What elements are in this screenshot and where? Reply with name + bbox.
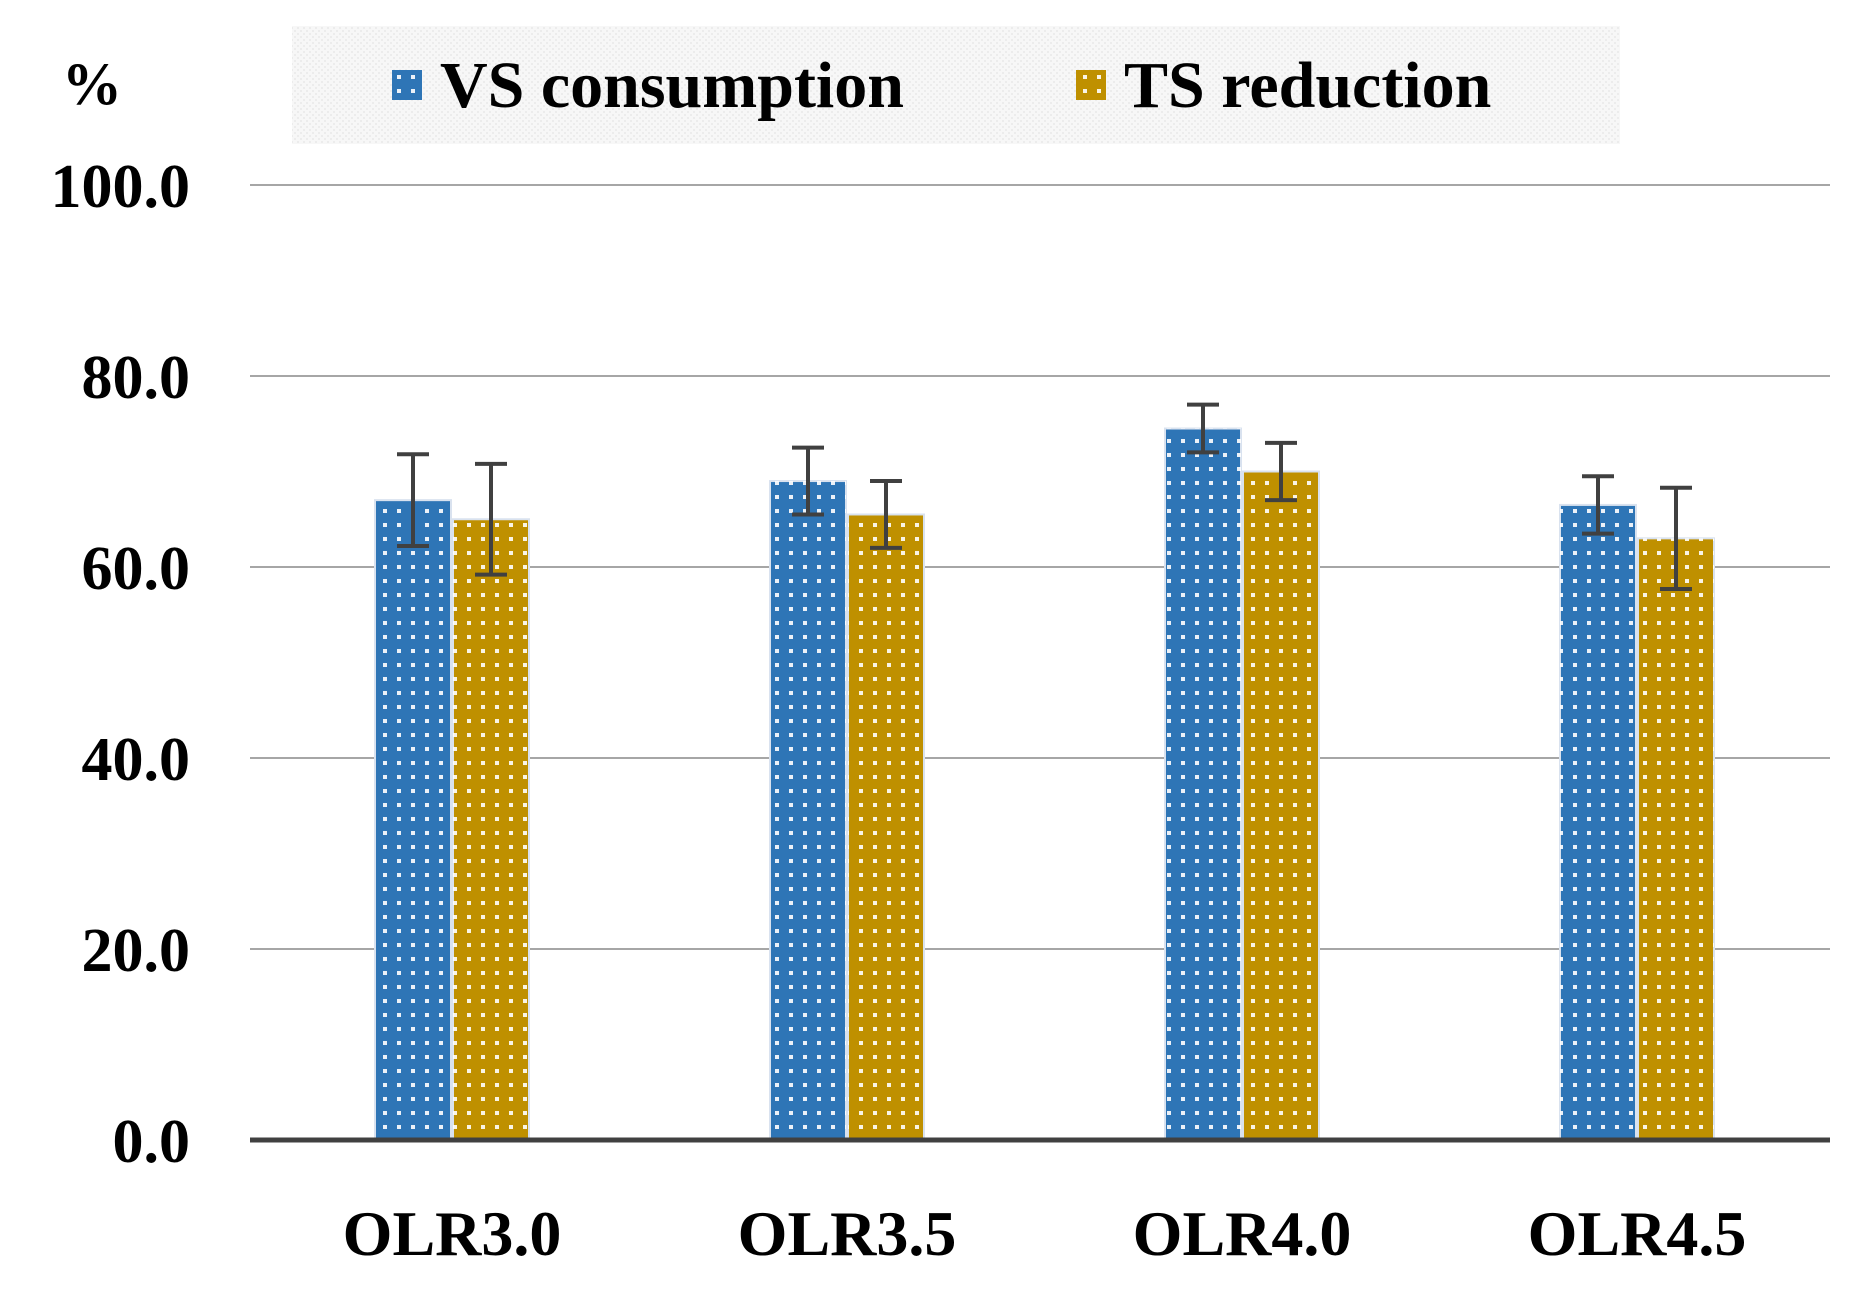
legend-item-vs-consumption: VS consumption [392,49,904,122]
y-tick-label: 60.0 [82,535,191,603]
y-tick-label: 100.0 [51,153,191,221]
y-tick-label: 80.0 [82,344,191,412]
legend-label-vs-consumption: VS consumption [440,49,904,122]
y-tick-label: 40.0 [82,726,191,794]
bar-pattern-vs-consumption [1560,504,1636,1140]
x-category-label: OLR4.5 [1528,1198,1747,1269]
y-axis-unit-label: % [62,51,122,117]
legend: VS consumption TS reduction [292,26,1620,144]
y-tick-label: 0.0 [113,1108,191,1176]
legend-label-ts-reduction: TS reduction [1124,49,1491,122]
bar-pattern-ts-reduction [453,519,529,1140]
bar-pattern-vs-consumption [375,500,451,1140]
bar-pattern-ts-reduction [848,514,924,1140]
y-tick-label: 20.0 [82,917,191,985]
x-axis-category-labels: OLR3.0 OLR3.5 OLR4.0 OLR4.5 [343,1198,1747,1269]
legend-swatch-ts-reduction-dots [1076,70,1106,100]
legend-item-ts-reduction: TS reduction [1076,49,1491,122]
bar-pattern-vs-consumption [1165,428,1241,1140]
bar-pattern-ts-reduction [1638,538,1714,1140]
bar-pattern-vs-consumption [770,481,846,1140]
legend-swatch-vs-consumption-dots [392,70,422,100]
legend-background [292,26,1620,144]
x-category-label: OLR3.5 [738,1198,957,1269]
error-bars [397,402,1692,591]
bar-pattern-ts-reduction [1243,471,1319,1140]
bars [374,427,1715,1141]
x-category-label: OLR3.0 [343,1198,562,1269]
y-axis-tick-labels: 0.0 20.0 40.0 60.0 80.0 100.0 [51,153,191,1176]
x-category-label: OLR4.0 [1133,1198,1352,1269]
